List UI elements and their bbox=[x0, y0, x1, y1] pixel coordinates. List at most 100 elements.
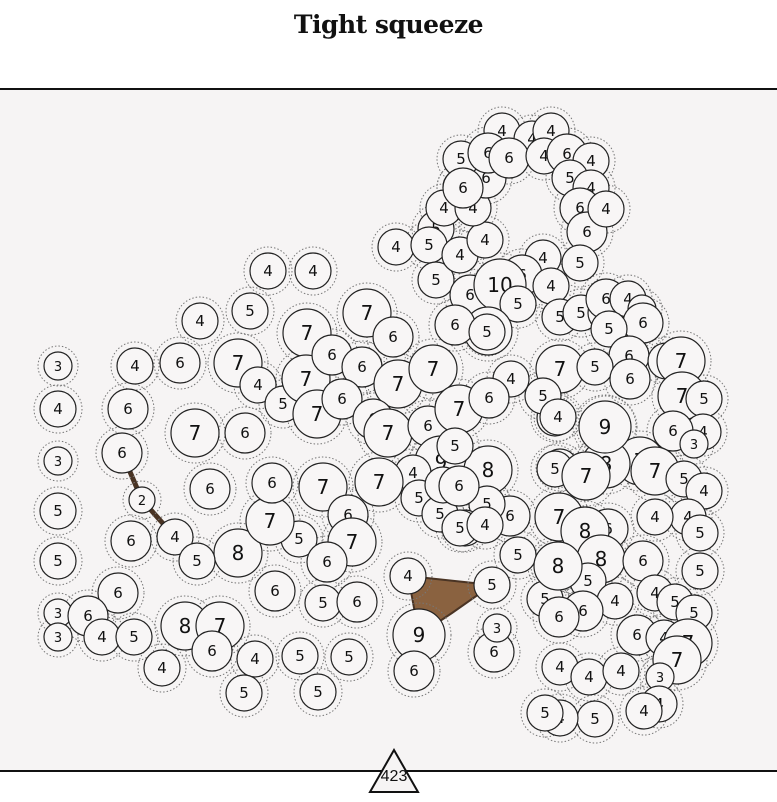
node[interactable]: 5 bbox=[436, 427, 474, 465]
node[interactable]: 5 bbox=[39, 542, 77, 580]
node[interactable]: 5 bbox=[526, 694, 564, 732]
node[interactable]: 6 bbox=[434, 304, 476, 346]
node-circle[interactable] bbox=[239, 366, 277, 404]
node-circle[interactable] bbox=[417, 261, 455, 299]
node[interactable]: 5 bbox=[681, 514, 719, 552]
node[interactable]: 5 bbox=[685, 380, 723, 418]
node-circle[interactable] bbox=[101, 432, 143, 474]
node-circle[interactable] bbox=[442, 167, 484, 209]
node-circle[interactable] bbox=[587, 190, 625, 228]
node[interactable]: 2 bbox=[128, 486, 156, 514]
node[interactable]: 6 bbox=[101, 432, 143, 474]
node[interactable]: 6 bbox=[321, 378, 363, 420]
node[interactable]: 4 bbox=[116, 347, 154, 385]
node[interactable]: 5 bbox=[115, 618, 153, 656]
node[interactable]: 6 bbox=[538, 596, 580, 638]
node[interactable]: 7 bbox=[170, 408, 220, 458]
node[interactable]: 4 bbox=[389, 557, 427, 595]
node[interactable]: 4 bbox=[377, 228, 415, 266]
node[interactable]: 5 bbox=[39, 492, 77, 530]
node-circle[interactable] bbox=[468, 313, 506, 351]
node-circle[interactable] bbox=[225, 674, 263, 712]
node[interactable]: 5 bbox=[590, 310, 628, 348]
node[interactable]: 7 bbox=[656, 336, 706, 386]
node-circle[interactable] bbox=[482, 613, 512, 643]
node-circle[interactable] bbox=[578, 400, 632, 454]
node[interactable]: 3 bbox=[482, 613, 512, 643]
node[interactable]: 5 bbox=[178, 542, 216, 580]
node-circle[interactable] bbox=[39, 390, 77, 428]
node[interactable]: 6 bbox=[110, 520, 152, 562]
node-circle[interactable] bbox=[236, 640, 274, 678]
node-circle[interactable] bbox=[156, 518, 194, 556]
node[interactable]: 6 bbox=[442, 167, 484, 209]
node-circle[interactable] bbox=[576, 348, 614, 386]
node-circle[interactable] bbox=[499, 285, 537, 323]
node-circle[interactable] bbox=[181, 302, 219, 340]
node[interactable]: 6 bbox=[159, 342, 201, 384]
node-circle[interactable] bbox=[473, 566, 511, 604]
node-circle[interactable] bbox=[681, 552, 719, 590]
node[interactable]: 6 bbox=[468, 377, 510, 419]
node-circle[interactable] bbox=[609, 358, 651, 400]
node-circle[interactable] bbox=[561, 244, 599, 282]
node-circle[interactable] bbox=[128, 486, 156, 514]
node-circle[interactable] bbox=[251, 462, 293, 504]
node[interactable]: 8 bbox=[533, 541, 583, 591]
node[interactable]: 5 bbox=[576, 700, 614, 738]
node-circle[interactable] bbox=[306, 541, 348, 583]
node-circle[interactable] bbox=[602, 652, 640, 690]
node[interactable]: 4 bbox=[602, 652, 640, 690]
node[interactable]: 6 bbox=[191, 630, 233, 672]
node-circle[interactable] bbox=[39, 542, 77, 580]
node-circle[interactable] bbox=[294, 252, 332, 290]
node-circle[interactable] bbox=[224, 412, 266, 454]
node[interactable]: 5 bbox=[225, 674, 263, 712]
node[interactable]: 7 bbox=[354, 457, 404, 507]
node[interactable]: 4 bbox=[466, 506, 504, 544]
node[interactable]: 9 bbox=[392, 608, 446, 662]
node-circle[interactable] bbox=[159, 342, 201, 384]
node[interactable]: 4 bbox=[143, 649, 181, 687]
node-circle[interactable] bbox=[116, 347, 154, 385]
node[interactable]: 5 bbox=[561, 244, 599, 282]
node[interactable]: 6 bbox=[107, 388, 149, 430]
node-circle[interactable] bbox=[389, 557, 427, 595]
node[interactable]: 7 bbox=[245, 496, 295, 546]
node-circle[interactable] bbox=[466, 506, 504, 544]
node[interactable]: 4 bbox=[83, 618, 121, 656]
node-circle[interactable] bbox=[538, 596, 580, 638]
node-circle[interactable] bbox=[336, 581, 378, 623]
node-circle[interactable] bbox=[533, 541, 583, 591]
node-circle[interactable] bbox=[561, 451, 611, 501]
node[interactable]: 4 bbox=[236, 640, 274, 678]
node-circle[interactable] bbox=[231, 292, 269, 330]
node[interactable]: 4 bbox=[570, 658, 608, 696]
node[interactable]: 6 bbox=[609, 358, 651, 400]
node-circle[interactable] bbox=[110, 520, 152, 562]
node[interactable]: 3 bbox=[43, 622, 73, 652]
node[interactable]: 4 bbox=[239, 366, 277, 404]
node-circle[interactable] bbox=[143, 649, 181, 687]
node[interactable]: 6 bbox=[438, 465, 480, 507]
node-circle[interactable] bbox=[393, 650, 435, 692]
node-circle[interactable] bbox=[436, 427, 474, 465]
node-circle[interactable] bbox=[107, 388, 149, 430]
node[interactable]: 6 bbox=[306, 541, 348, 583]
node-circle[interactable] bbox=[249, 252, 287, 290]
node[interactable]: 4 bbox=[532, 267, 570, 305]
node-circle[interactable] bbox=[43, 351, 73, 381]
node[interactable]: 5 bbox=[499, 285, 537, 323]
node[interactable]: 6 bbox=[251, 462, 293, 504]
node[interactable]: 6 bbox=[336, 581, 378, 623]
node[interactable]: 4 bbox=[539, 398, 577, 436]
node-circle[interactable] bbox=[39, 492, 77, 530]
node[interactable]: 6 bbox=[224, 412, 266, 454]
node[interactable]: 4 bbox=[181, 302, 219, 340]
node-circle[interactable] bbox=[281, 637, 319, 675]
node-circle[interactable] bbox=[590, 310, 628, 348]
node-circle[interactable] bbox=[213, 528, 263, 578]
node-circle[interactable] bbox=[636, 498, 674, 536]
